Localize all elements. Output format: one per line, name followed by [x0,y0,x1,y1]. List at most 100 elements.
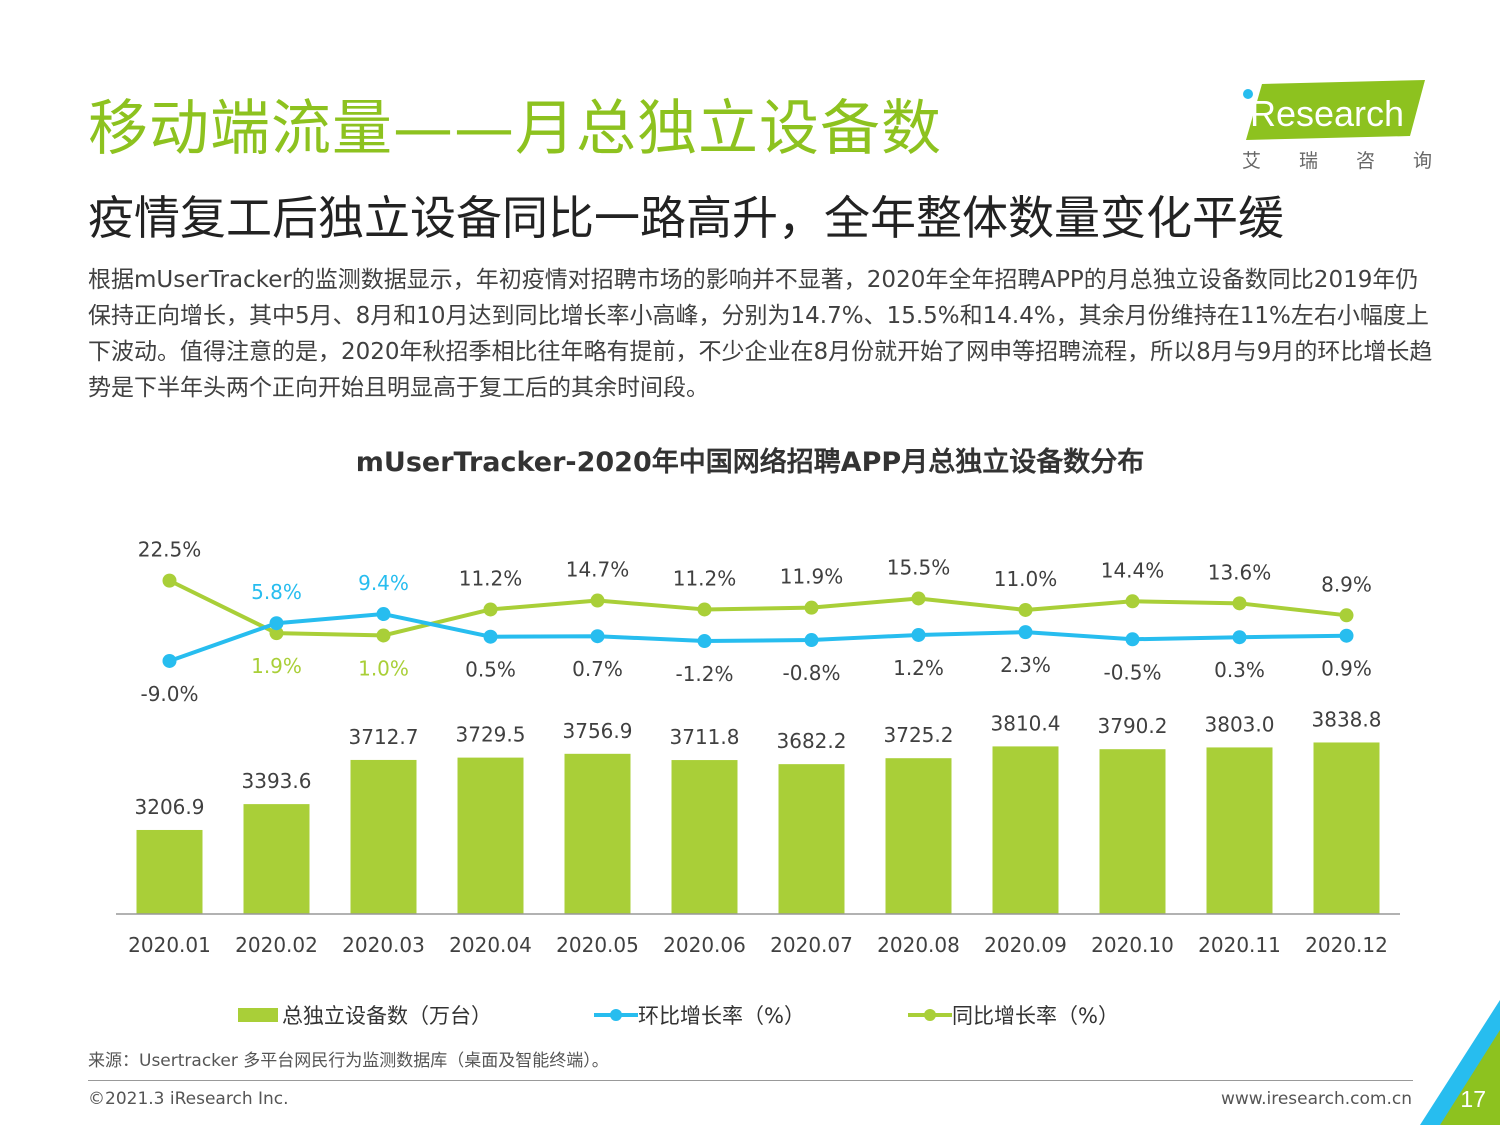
legend-label: 同比增长率（%） [952,1004,1119,1028]
yoy-data-label: 11.2% [673,566,737,590]
mom-data-label: -9.0% [140,682,198,706]
yoy-point [1232,596,1247,611]
mom-data-label: -0.5% [1103,660,1161,684]
mom-data-label: 9.4% [358,571,409,595]
yoy-point [1339,608,1354,623]
legend-item-devices: 总独立设备数（万台） [238,1000,492,1030]
chart-title: mUserTracker-2020年中国网络招聘APP月总独立设备数分布 [355,447,1145,478]
bar-value-label: 3682.2 [777,729,847,753]
yoy-line [168,578,1347,638]
mom-point [376,607,391,622]
yoy-point [911,591,926,606]
chart-legend: 总独立设备数（万台） 环比增长率（%） 同比增长率（%） [0,1000,1500,1034]
mom-data-label: 0.9% [1321,657,1372,681]
yoy-point [376,628,391,643]
bar-value-label: 3729.5 [456,723,526,747]
bar-value-label: 3711.8 [670,725,740,749]
yoy-data-label: 13.6% [1208,560,1272,584]
mom-point [1125,632,1140,647]
yoy-point [697,602,712,617]
legend-swatch-line-green [908,1009,952,1021]
yoy-data-label: 1.0% [358,656,409,680]
logo-tag-char: 艾 [1242,150,1262,172]
mom-data-label: 1.2% [893,656,944,680]
mom-data-label: -0.8% [782,661,840,685]
iresearch-logo: iResearch [1240,80,1430,140]
bar-value-label: 3838.8 [1312,707,1382,731]
x-tick-label: 2020.10 [1091,933,1174,957]
legend-label: 总独立设备数（万台） [282,1004,492,1028]
legend-item-mom: 环比增长率（%） [594,1000,805,1030]
bar-value-label: 3725.2 [884,723,954,747]
legend-swatch-line-blue [594,1009,638,1021]
x-tick-label: 2020.09 [984,933,1067,957]
bar [564,753,631,914]
legend-label: 环比增长率（%） [638,1004,805,1028]
x-tick-label: 2020.12 [1305,933,1388,957]
bar [136,829,203,914]
website-link[interactable]: www.iresearch.com.cn [1220,1089,1412,1109]
mom-point [697,634,712,649]
source-note: 来源：Usertracker 多平台网民行为监测数据库（桌面及智能终端）。 [88,1051,609,1071]
x-tick-label: 2020.02 [235,933,318,957]
logo-text: iResearch [1242,93,1404,134]
mom-point [590,629,605,644]
logo-tag-char: 询 [1412,150,1432,172]
mom-point [162,653,177,668]
body-paragraph: 根据mUserTracker的监测数据显示，年初疫情对招聘市场的影响并不显著，2… [88,267,1433,401]
x-tick-label: 2020.06 [663,933,746,957]
yoy-point [590,593,605,608]
corner-blue-shape [1420,1000,1500,1125]
bar [457,757,524,914]
yoy-data-label: 11.0% [994,567,1058,591]
bar-value-label: 3810.4 [991,711,1061,735]
yoy-data-label: 14.7% [566,558,630,582]
bar [1313,742,1380,914]
yoy-data-label: 11.9% [780,565,844,589]
logo-dot [1243,89,1253,99]
mom-point [1232,630,1247,645]
mom-point [911,627,926,642]
x-tick-label: 2020.11 [1198,933,1281,957]
bar-value-label: 3206.9 [135,795,205,819]
page-title: 移动端流量——月总独立设备数 [88,94,942,164]
mom-data-label: -1.2% [675,662,733,686]
yoy-point [162,573,177,588]
bar [350,759,417,914]
bar [992,746,1059,914]
yoy-data-label: 14.4% [1101,558,1165,582]
footer-divider [88,1080,1413,1081]
yoy-data-label: 8.9% [1321,572,1372,596]
mom-data-label: 2.3% [1000,653,1051,677]
x-tick-label: 2020.05 [556,933,639,957]
yoy-data-label: 1.9% [251,654,302,678]
page-number: 17 [1460,1086,1486,1112]
x-tick-label: 2020.01 [128,933,211,957]
mom-data-label: 0.7% [572,657,623,681]
mom-data-label: 5.8% [251,580,302,604]
yoy-point [1125,594,1140,609]
mom-line [168,612,1347,663]
legend-item-yoy: 同比增长率（%） [908,1000,1119,1030]
yoy-point [483,602,498,617]
x-tick-label: 2020.08 [877,933,960,957]
logo-tag-char: 咨 [1355,150,1375,172]
yoy-point [1018,602,1033,617]
legend-swatch-bar [238,1008,278,1022]
corner-decoration: 17 [1420,1000,1500,1125]
bar [778,764,845,914]
logo-tagline: 艾 瑞 咨 询 [1242,146,1432,173]
bar [243,804,310,914]
x-tick-label: 2020.07 [770,933,853,957]
bar [885,758,952,914]
bar-value-label: 3756.9 [563,719,633,743]
bar-value-label: 3393.6 [242,769,312,793]
yoy-data-label: 22.5% [138,538,202,562]
yoy-data-label: 11.2% [459,566,523,590]
x-tick-label: 2020.04 [449,933,532,957]
mom-point [1339,628,1354,643]
page-subtitle: 疫情复工后独立设备同比一路高升，全年整体数量变化平缓 [88,191,1284,245]
bar-value-label: 3712.7 [349,725,419,749]
bar-value-label: 3790.2 [1098,714,1168,738]
logo-tag-char: 瑞 [1298,150,1318,172]
